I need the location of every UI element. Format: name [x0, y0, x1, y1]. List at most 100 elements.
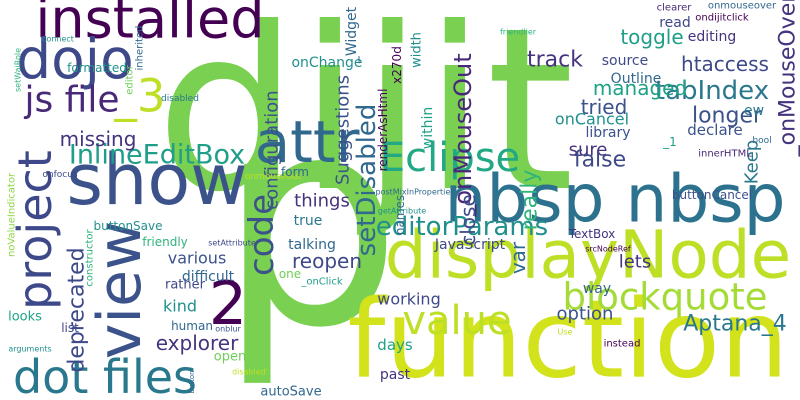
- word: editor: [125, 64, 136, 94]
- word: onCancel: [555, 110, 629, 129]
- word: rather: [165, 278, 206, 293]
- word: _onMouseOut: [449, 53, 477, 217]
- word: constructor: [85, 229, 96, 287]
- word: dot files: [13, 350, 197, 400]
- word: library: [585, 125, 630, 141]
- word: past: [380, 367, 411, 383]
- word: Aptana_4: [683, 312, 787, 337]
- word: innerHTML: [698, 149, 752, 160]
- word: difficult: [182, 269, 235, 285]
- word: human: [171, 319, 213, 333]
- word: source: [602, 53, 649, 69]
- word: Keep: [742, 140, 763, 184]
- word: code: [242, 194, 282, 276]
- word: attr: [255, 108, 360, 176]
- word: Outline: [611, 71, 662, 87]
- word: false: [574, 148, 626, 173]
- word: onmouseout: [245, 172, 302, 182]
- word: 2: [209, 269, 247, 339]
- word: reopen: [292, 249, 362, 273]
- word: setAttribute: [208, 239, 256, 248]
- word: option: [557, 304, 614, 325]
- word: InlineEditBox: [69, 140, 245, 171]
- word: really: [518, 170, 543, 231]
- word: ondijitclick: [695, 13, 749, 24]
- word: within: [420, 107, 436, 149]
- word: _Widget: [344, 6, 360, 64]
- word: days: [377, 336, 413, 354]
- word: open: [214, 350, 246, 365]
- word: _3: [113, 70, 165, 123]
- word: track: [527, 48, 583, 73]
- word: ew: [744, 103, 764, 119]
- word: autoSave: [260, 385, 321, 400]
- word: htaccess: [681, 52, 769, 76]
- word: sure: [569, 140, 608, 161]
- word: deprecated: [65, 247, 90, 372]
- word: longer: [692, 104, 763, 129]
- word: _1: [662, 135, 677, 149]
- word: close: [456, 194, 480, 246]
- word: names: [393, 195, 407, 235]
- word: kind: [163, 297, 197, 316]
- word: instead: [604, 339, 641, 350]
- word: lets: [619, 252, 652, 273]
- word: list: [61, 321, 79, 335]
- word: js file: [23, 80, 119, 121]
- word: Suggestions: [333, 75, 354, 185]
- word: way: [583, 281, 611, 297]
- word: postMixInProperties: [376, 188, 455, 197]
- word: button: [188, 370, 196, 393]
- word: form: [281, 165, 309, 179]
- word: displayNode: [385, 217, 792, 294]
- word: TextBox: [568, 227, 616, 241]
- word: value: [402, 298, 511, 344]
- word: srcNodeRef: [585, 245, 631, 254]
- word: looks: [8, 310, 42, 325]
- word: Eclipse: [380, 135, 520, 181]
- word: var: [506, 241, 530, 274]
- word: editing: [688, 29, 737, 45]
- word: JavaScript: [434, 237, 506, 253]
- word: p: [218, 55, 402, 392]
- word: bool: [752, 136, 771, 146]
- word: renderAsHtml: [376, 89, 390, 172]
- word: function: [347, 278, 788, 400]
- word: buttonCancel: [672, 188, 752, 202]
- word: onblur: [215, 325, 241, 334]
- word: arguments: [8, 345, 51, 354]
- word: getAttribute: [378, 207, 427, 216]
- word: onmouseover: [708, 1, 777, 12]
- word: one: [279, 267, 301, 281]
- word: noValueIndicator: [7, 172, 18, 257]
- word: toggle: [620, 25, 683, 49]
- word: tried: [581, 95, 628, 119]
- word: friendlier: [500, 28, 537, 37]
- word: working: [377, 290, 440, 309]
- word: onChange: [291, 55, 362, 71]
- word: tabIndex: [655, 76, 769, 106]
- word: inherited: [135, 26, 146, 71]
- word: setDisabled: [352, 104, 382, 257]
- word: friendly: [142, 235, 188, 249]
- word: x270d: [390, 46, 404, 84]
- word: Use: [558, 328, 573, 337]
- word: view: [85, 221, 155, 359]
- word: width: [410, 32, 425, 68]
- word: missing: [60, 127, 137, 151]
- word: clearer: [657, 3, 693, 14]
- word: disabled: [161, 94, 199, 104]
- word: project: [8, 150, 62, 310]
- word: configuration: [262, 90, 283, 209]
- word: true: [294, 213, 323, 229]
- word: buttonSave: [93, 219, 162, 233]
- word: onfocus: [42, 170, 78, 180]
- word: various: [168, 249, 227, 268]
- word: _onMouseOver: [776, 0, 800, 157]
- word: setWaiRole: [14, 48, 23, 92]
- word: _onClick: [300, 277, 342, 288]
- word: declare: [687, 121, 742, 139]
- word: connect: [42, 35, 74, 44]
